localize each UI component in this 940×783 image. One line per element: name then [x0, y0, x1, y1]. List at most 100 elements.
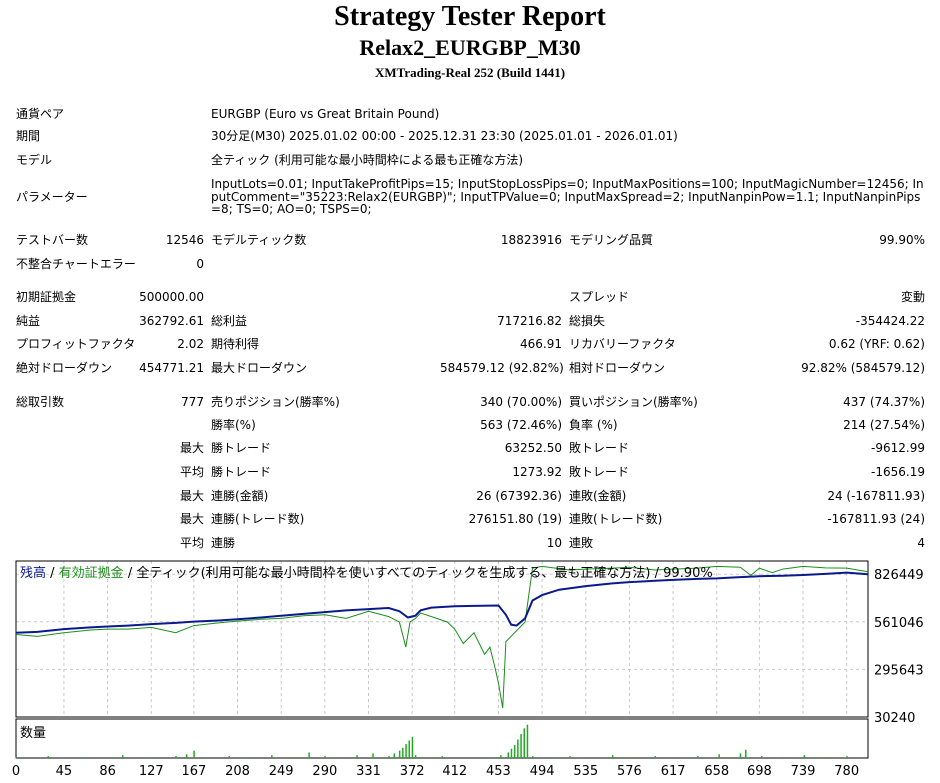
trades-label: 総取引数 — [16, 395, 65, 409]
gross-profit-label: 総利益 — [211, 314, 248, 328]
deposit-label: 初期証拠金 — [16, 290, 77, 304]
avg-cons-win-value: 10 — [546, 536, 562, 550]
y-tick-label: 561046 — [874, 616, 924, 631]
legend-equity: 有効証拠金 — [59, 565, 124, 581]
symbol-label: 通貨ペア — [16, 107, 65, 121]
x-tick-label: 494 — [530, 764, 555, 779]
y-tick-label: 295643 — [874, 663, 924, 678]
report-subtitle: Relax2_EURGBP_M30 — [359, 35, 581, 60]
gross-loss-label: 総損失 — [569, 314, 606, 328]
volume-bar — [122, 755, 124, 758]
volume-bar — [824, 757, 827, 758]
x-tick-label: 576 — [617, 764, 642, 779]
avg-loss-label: 敗トレード — [569, 465, 630, 479]
x-tick-label: 249 — [269, 764, 294, 779]
cons-loss-cnt-value: -167811.93 (24) — [827, 512, 925, 526]
volume-bar — [846, 756, 848, 758]
volume-bar — [523, 728, 526, 758]
spread-label: スプレッド — [569, 290, 630, 304]
period-value: 30分足(M30) 2025.01.02 00:00 - 2025.12.31 … — [211, 129, 678, 143]
cons-loss-cnt-label: 連敗(トレード数) — [569, 512, 663, 526]
volume-bar — [633, 757, 635, 758]
volume-bar — [729, 757, 731, 758]
net-value: 362792.61 — [139, 314, 204, 328]
x-tick-label: 331 — [356, 764, 381, 779]
volume-bar — [153, 757, 156, 758]
recovery-label: リカバリーファクタ — [569, 337, 676, 351]
quality-label: モデリング品質 — [569, 233, 654, 247]
volume-bar — [372, 753, 374, 758]
mismatch-value: 0 — [196, 257, 204, 271]
volume-bar — [718, 754, 720, 758]
volume-bar — [548, 757, 550, 758]
bars-label: テストバー数 — [16, 233, 89, 247]
recovery-value: 0.62 (YRF: 0.62) — [828, 337, 925, 351]
payoff-label: 期待利得 — [211, 337, 260, 351]
x-axis-labels: 0 45 86 127 167 208 249 290 331 372 412 453 494 535 57… — [12, 764, 859, 779]
main-plot-frame — [15, 560, 869, 718]
legend-balance: 残高 — [20, 565, 46, 581]
volume-bar — [441, 756, 443, 758]
x-tick-label: 739 — [791, 764, 816, 779]
x-tick-label: 208 — [225, 764, 250, 779]
volume-label: 数量 — [20, 726, 46, 741]
max-dd-value: 584579.12 (92.82%) — [440, 361, 564, 375]
worst-label: 敗トレード — [569, 441, 630, 455]
trades-value: 777 — [181, 395, 204, 409]
cons-wins-cnt-value: 276151.80 (19) — [468, 512, 562, 526]
max-word-3: 最大 — [179, 512, 204, 526]
loss-label: 負率 (%) — [569, 418, 618, 432]
volume-bar — [271, 755, 273, 758]
volume-bar — [420, 757, 422, 758]
avg-word-1: 平均 — [179, 465, 204, 479]
volume-bar — [408, 740, 410, 758]
x-tick-label: 45 — [56, 764, 73, 779]
bars-value: 12546 — [165, 233, 204, 247]
volume-bar — [398, 750, 401, 758]
volume-bar — [405, 744, 407, 758]
balance-line — [15, 571, 869, 634]
legend-sep-3: / — [651, 566, 664, 581]
y-axis-labels: 826449 561046 295643 30240 — [874, 568, 924, 726]
x-tick-label: 658 — [704, 764, 729, 779]
avg-cons-loss-value: 4 — [917, 536, 925, 550]
max-word-1: 最大 — [179, 441, 204, 455]
volume-bar — [308, 752, 310, 758]
x-tick-label: 780 — [834, 764, 859, 779]
short-label: 売りポジション(勝率%) — [211, 395, 340, 409]
volume-bar — [411, 736, 414, 758]
volume-bar — [79, 757, 81, 758]
payoff-value: 466.91 — [520, 337, 562, 351]
best-value: 63252.50 — [504, 441, 562, 455]
volume-bar — [513, 745, 516, 758]
win-value: 563 (72.46%) — [480, 418, 562, 432]
volume-bar — [292, 757, 294, 758]
x-tick-label: 290 — [312, 764, 337, 779]
volume-bar — [249, 757, 252, 758]
volume-bar — [739, 753, 742, 758]
rel-dd-label: 相対ドローダウン — [569, 361, 666, 375]
abs-dd-label: 絶対ドローダウン — [16, 361, 113, 375]
x-tick-label: 127 — [139, 764, 164, 779]
x-tick-label: 167 — [181, 764, 206, 779]
volume-bars — [15, 724, 848, 758]
volume-bar — [402, 747, 404, 758]
gross-profit-value: 717216.82 — [497, 314, 562, 328]
cons-wins-amt-value: 26 (67392.36) — [476, 489, 562, 503]
x-tick-label: 617 — [661, 764, 686, 779]
volume-bar — [520, 733, 522, 758]
mismatch-label: 不整合チャートエラー — [16, 257, 136, 271]
volume-bar — [388, 756, 390, 758]
volume-bar — [324, 756, 326, 758]
volume-bar — [47, 756, 49, 758]
volume-bar — [569, 756, 571, 758]
avg-win-value: 1273.92 — [512, 465, 562, 479]
pf-label: プロフィットファクタ — [16, 337, 136, 351]
max-dd-label: 最大ドローダウン — [211, 361, 308, 375]
legend-quality: 99.90% — [663, 566, 713, 581]
x-tick-label: 453 — [486, 764, 511, 779]
volume-bar — [803, 755, 806, 758]
short-value: 340 (70.00%) — [480, 395, 562, 409]
ticks-value: 18823916 — [500, 233, 562, 247]
volume-bar — [654, 756, 656, 758]
